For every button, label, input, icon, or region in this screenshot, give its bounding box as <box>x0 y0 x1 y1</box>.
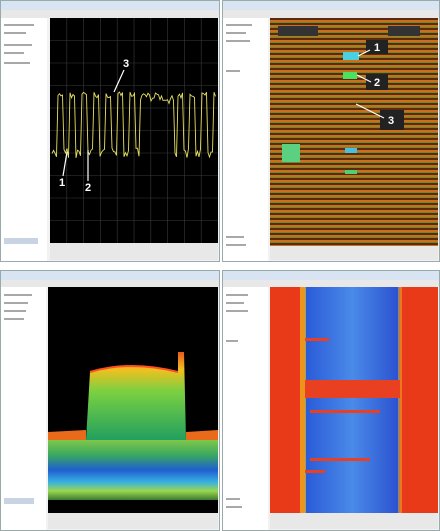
marker-label: 2 <box>374 77 380 89</box>
marker-label: 1 <box>59 177 65 189</box>
window-dpx-spectrum <box>1 271 220 531</box>
marker-label: 3 <box>123 58 129 70</box>
marker-label: 3 <box>388 115 394 127</box>
marker-label: 1 <box>374 42 380 54</box>
window-spectrogram-2 <box>223 271 440 531</box>
marker-label: 2 <box>85 182 91 194</box>
window-time-domain: 1 2 3 <box>1 1 220 262</box>
screenshot: 1 2 3 1 2 3 <box>0 0 440 531</box>
window-spectrogram-1: 1 2 3 <box>223 1 440 262</box>
